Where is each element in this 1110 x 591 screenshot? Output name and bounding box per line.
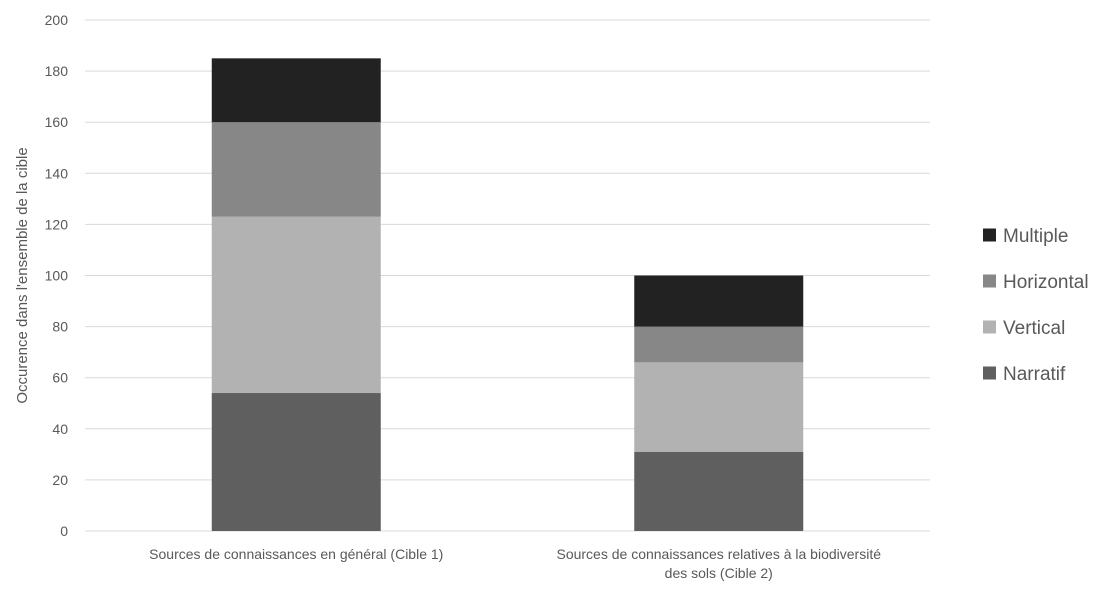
legend-label-narratif: Narratif [1003, 364, 1066, 385]
y-tick-label: 40 [52, 421, 68, 437]
y-tick-label: 80 [52, 319, 68, 335]
y-axis-title: Occurence dans l'ensemble de la cible [14, 147, 31, 403]
y-tick-label: 160 [45, 114, 69, 130]
bars [211, 58, 804, 531]
x-category-label: Sources de connaissances relatives à la … [556, 546, 881, 562]
bar-narratif-cat2 [634, 451, 804, 531]
y-tick-label: 140 [45, 165, 69, 181]
legend: Multiple Horizontal Vertical Narratif [983, 226, 1089, 385]
bar-multiple-cat1 [211, 58, 381, 123]
y-tick-label: 20 [52, 472, 68, 488]
x-category-label: des sols (Cible 2) [665, 565, 773, 581]
x-axis-labels: Sources de connaissances en général (Cib… [149, 546, 881, 581]
legend-swatch-vertical [983, 320, 996, 334]
legend-swatch-multiple [983, 228, 996, 242]
y-tick-label: 60 [52, 370, 68, 386]
legend-label-vertical: Vertical [1003, 318, 1065, 339]
bar-vertical-cat1 [211, 216, 381, 394]
y-tick-label: 180 [45, 63, 69, 79]
bar-narratif-cat1 [211, 393, 381, 531]
bar-vertical-cat2 [634, 362, 804, 452]
bar-horizontal-cat2 [634, 326, 804, 363]
x-category-label: Sources de connaissances en général (Cib… [149, 546, 443, 562]
y-tick-label: 120 [45, 216, 69, 232]
bar-horizontal-cat1 [211, 122, 381, 217]
y-tick-label: 0 [60, 523, 68, 539]
y-tick-label: 100 [45, 268, 69, 284]
legend-swatch-narratif [983, 366, 996, 380]
legend-label-horizontal: Horizontal [1003, 272, 1089, 293]
legend-swatch-horizontal [983, 274, 996, 288]
bar-multiple-cat2 [634, 275, 804, 327]
y-axis-ticks: 0 20 40 60 80 100 120 140 160 180 200 [45, 12, 69, 539]
legend-label-multiple: Multiple [1003, 226, 1068, 247]
y-tick-label: 200 [45, 12, 69, 28]
